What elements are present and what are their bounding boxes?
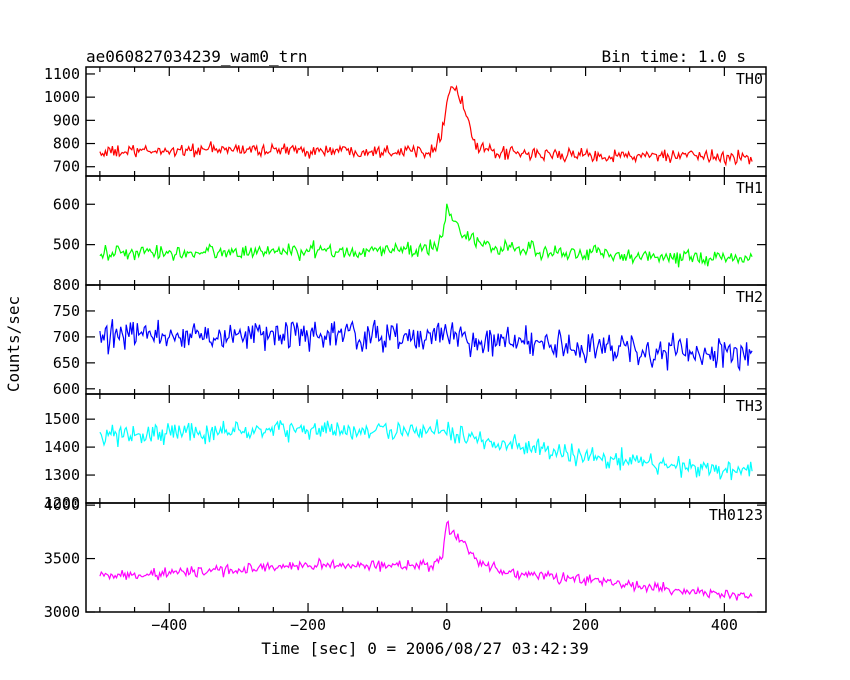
y-tick-label: 600 xyxy=(53,380,80,398)
x-tick-label: 200 xyxy=(572,616,599,634)
y-tick-label: 1300 xyxy=(44,466,80,484)
panel-label-th0: TH0 xyxy=(736,70,763,88)
y-tick-label: 700 xyxy=(53,328,80,346)
y-axis-label: Counts/sec xyxy=(4,296,23,392)
chart-title: ae060827034239_wam0_trn xyxy=(86,47,308,66)
y-tick-label: 900 xyxy=(53,111,80,129)
x-tick-label: −200 xyxy=(290,616,326,634)
panel-frame-th0 xyxy=(85,66,767,177)
series-line-th0123 xyxy=(99,520,753,601)
y-tick-label: 700 xyxy=(53,158,80,176)
y-tick-label: 800 xyxy=(53,276,80,294)
y-tick-label: 750 xyxy=(53,302,80,320)
panel-label-th3: TH3 xyxy=(736,397,763,415)
panel-label-th0123: TH0123 xyxy=(709,506,763,524)
y-tick-label: 650 xyxy=(53,354,80,372)
y-tick-label: 4000 xyxy=(44,496,80,514)
panel-frame-th1 xyxy=(85,175,767,286)
panels-group: TH0 700 800 900 1000 1100 TH1 500 600 TH2 600 650 70… xyxy=(44,65,767,634)
series-line-th2 xyxy=(99,319,753,372)
x-axis-label: Time [sec] 0 = 2006/08/27 03:42:39 xyxy=(261,639,589,658)
y-tick-label: 800 xyxy=(53,135,80,153)
y-tick-label: 1400 xyxy=(44,438,80,456)
series-line-th1 xyxy=(99,203,753,268)
y-tick-label: 1500 xyxy=(44,410,80,428)
y-tick-label: 1100 xyxy=(44,65,80,83)
x-tick-label: 400 xyxy=(711,616,738,634)
bin-time-label: Bin time: 1.0 s xyxy=(602,47,747,66)
y-tick-label: 3000 xyxy=(44,603,80,621)
panel-label-th1: TH1 xyxy=(736,179,763,197)
series-line-th0 xyxy=(99,84,753,167)
y-tick-label: 1000 xyxy=(44,88,80,106)
y-tick-label: 1200 xyxy=(44,494,80,512)
series-line-th3 xyxy=(99,419,753,481)
y-tick-label: 500 xyxy=(53,236,80,254)
x-tick-label: −400 xyxy=(151,616,187,634)
panel-frame-th3 xyxy=(85,393,767,504)
panel-frame-th0123 xyxy=(85,502,767,613)
y-tick-label: 600 xyxy=(53,195,80,213)
x-tick-label: 0 xyxy=(442,616,451,634)
y-tick-label: 3500 xyxy=(44,550,80,568)
panel-label-th2: TH2 xyxy=(736,288,763,306)
